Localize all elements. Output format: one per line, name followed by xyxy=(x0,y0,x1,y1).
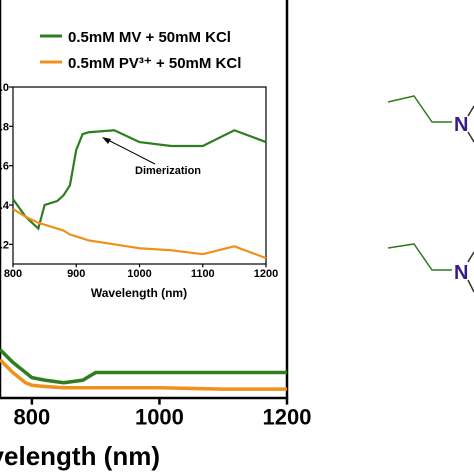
y-tick-label: 0.4 xyxy=(0,200,10,212)
annotation: Dimerization xyxy=(135,165,201,177)
atom-label: N xyxy=(454,262,468,284)
series-line xyxy=(12,129,267,231)
plot-frame xyxy=(12,86,267,265)
molecule xyxy=(387,95,474,293)
x-tick-label: 1000 xyxy=(135,404,184,429)
x-tick-label: 900 xyxy=(67,268,85,280)
x-tick-label: 800 xyxy=(4,268,22,280)
arrow-head xyxy=(102,137,111,144)
x-tick-label: 1100 xyxy=(191,268,215,280)
x-axis-label: Wavelength (nm) xyxy=(0,441,160,471)
atom-label: N xyxy=(454,114,468,136)
legend-label: 0.5mM MV + 50mM KCl xyxy=(68,29,231,46)
inset-x-axis-label: Wavelength (nm) xyxy=(91,286,187,300)
x-tick-label: 800 xyxy=(14,404,51,429)
y-tick-label: 0.8 xyxy=(0,121,9,133)
annotation-arrow xyxy=(103,137,156,165)
series-line xyxy=(0,348,287,385)
x-tick-label: 1200 xyxy=(254,268,278,280)
series-line xyxy=(12,207,267,260)
x-tick-label: 1200 xyxy=(263,404,312,429)
y-tick-label: 1.0 xyxy=(0,82,9,94)
series-line xyxy=(0,358,287,391)
x-tick-label: 1000 xyxy=(127,268,151,280)
y-tick-label: 0.6 xyxy=(0,161,9,173)
y-tick-label: 0.2 xyxy=(0,239,9,251)
legend-label: 0.5mM PV³⁺ + 50mM KCl xyxy=(68,55,241,72)
